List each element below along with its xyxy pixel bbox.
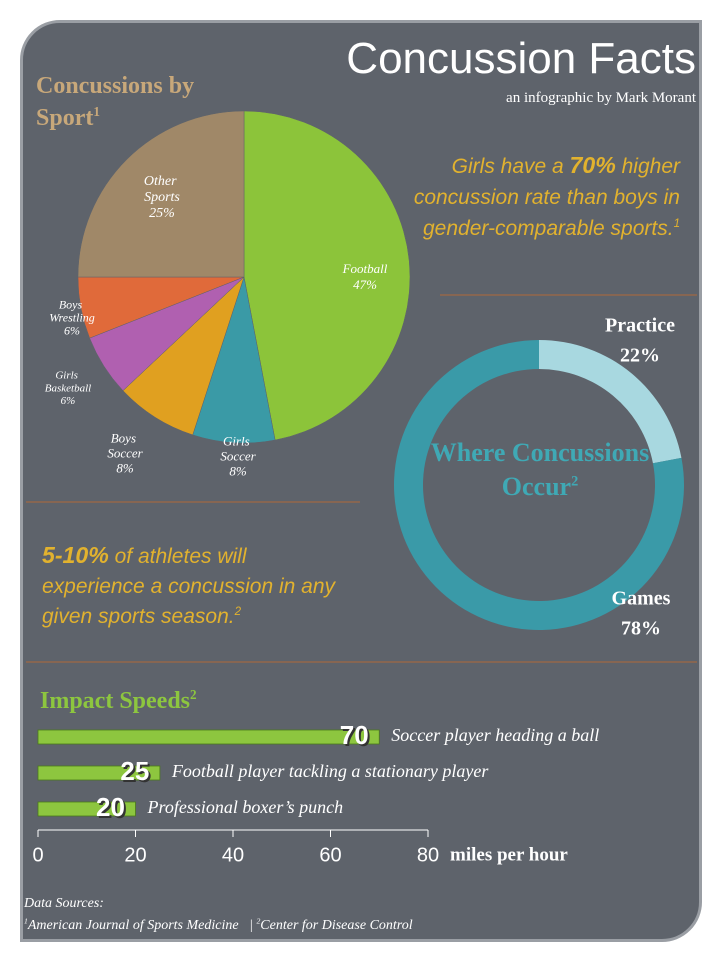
x-tick-label: 0 [32,844,43,866]
note: 1 [673,218,680,230]
fact-strong: 70% [569,152,616,178]
text-line: Girls [55,369,80,381]
bar [37,801,136,817]
slice-value: 25% [149,206,175,221]
note: 2 [571,473,579,490]
slice-value: 6% [61,395,76,407]
segment-value: 22% [620,345,660,367]
bar-value: 20 [96,792,125,822]
fact-text: Girls have a [451,155,570,178]
sources: Data Sources: 1American Journal of Sport… [24,893,413,937]
donut-segment [539,340,682,464]
bar-title: Impact Speeds2 [40,688,197,715]
text-line: Boys [59,297,85,311]
title-text: Concussions by Sport [36,73,195,131]
bar [37,729,380,745]
segment-label: Games [612,588,671,610]
slice-label: Boys Soccer [107,430,143,460]
pie-slice [243,110,411,441]
note: 1 [93,104,100,119]
separator: | [249,918,253,933]
bar-value: 25 [120,756,149,786]
text-line: Girls [223,433,253,448]
text-line: Soccer [220,448,256,463]
segment-value: 78% [621,618,661,640]
text-line: Wrestling [49,310,95,324]
x-tick-label: 20 [124,844,146,866]
fact: 5-10% of athletes will experience a conc… [42,540,352,632]
x-tick-label: 40 [222,844,244,866]
slice-label: Girls Soccer [220,433,256,463]
fact-strong: 5-10% [42,542,109,568]
bar-value: 70 [340,720,369,750]
note: 1 [24,916,28,926]
slice-value: 8% [116,460,134,475]
fact-text: of athletes will experience a concussion… [42,545,336,628]
sources-label: Data Sources: [24,896,104,911]
subtitle: an infographic by Mark Morant [506,90,696,106]
pie-slice [77,110,245,278]
bar-value-shadow: 70 [342,722,371,752]
sources-list: 1American Journal of Sports Medicine | 2… [24,915,413,937]
title: Concussion Facts [346,34,696,83]
note: 2 [234,606,242,618]
note: 2 [190,687,197,702]
bar-label: Professional boxer’s punch [147,797,344,817]
slice-label: Boys Wrestling [49,297,95,324]
slice-label: Other Sports [144,174,181,205]
fact: Girls have a 70% higher concussion rate … [405,150,680,244]
source: American Journal of Sports Medicine [27,918,239,933]
x-tick-label: 60 [319,844,341,866]
bar [37,765,161,781]
title-text: Where Concussions Occur [430,438,650,501]
text-line: Other [144,174,180,189]
text-line: Basketball [45,382,91,394]
note: 2 [256,916,261,926]
x-tick-label: 80 [417,844,439,866]
segment-label: Practice [605,315,675,337]
text-line: Boys [111,430,140,445]
slice-value: 6% [64,323,80,337]
bar-label: Football player tackling a stationary pl… [171,761,489,781]
title-text: Impact Speeds [40,688,191,714]
source: Center for Disease Control [260,918,413,933]
slice-label: Girls Basketball [45,369,91,394]
text-line: Football [342,261,388,276]
fact-text: higher concussion rate than boys in gend… [413,155,680,240]
text-line: Soccer [107,445,143,460]
slice-value: 47% [353,277,377,292]
x-axis-label: miles per hour [450,844,568,865]
bar-label: Soccer player heading a ball [391,725,599,745]
pie-title: Concussions by Sport1 [36,70,236,134]
slice-value: 8% [229,463,247,478]
bar-value-shadow: 20 [98,794,127,824]
text-line: Sports [144,190,180,205]
bar-value-shadow: 25 [122,758,151,788]
slice-label: Football [342,261,388,276]
donut-title: Where Concussions Occur2 [430,436,650,504]
